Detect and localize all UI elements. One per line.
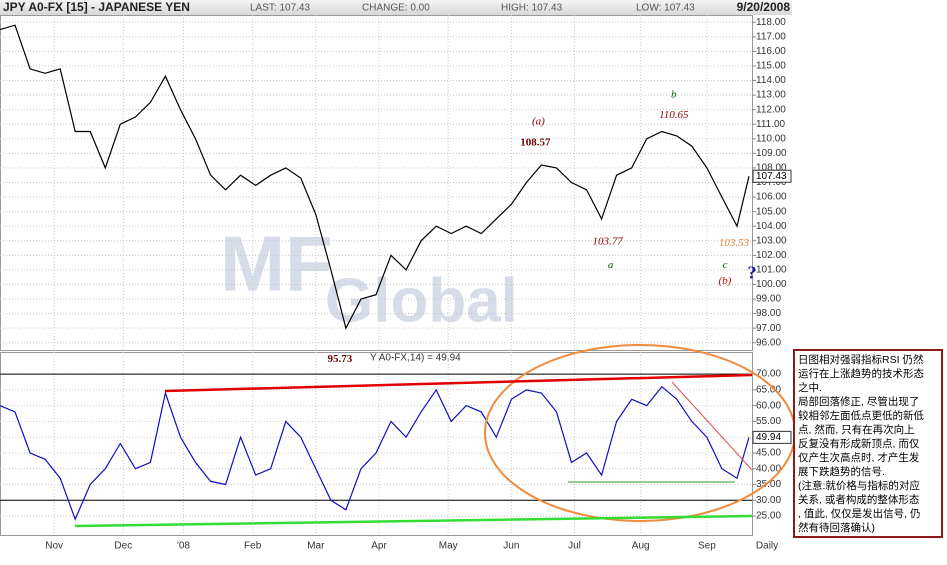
note-line: 关系, 或者构成的整体形态 (798, 494, 920, 506)
y-tick-label: 111.00 (756, 119, 786, 130)
last-value-label: 107.43 (756, 171, 787, 182)
last-value-label: 49.94 (756, 432, 781, 443)
y-tick-label: 104.00 (756, 221, 787, 232)
x-tick-label: May (439, 541, 458, 552)
note-line: 反复没有形成新顶点, 而仅 (798, 438, 920, 450)
y-tick-label: 100.00 (756, 279, 787, 290)
date: 9/20/2008 (737, 0, 791, 14)
y-tick-label: 102.00 (756, 250, 787, 261)
annotation: a (608, 259, 614, 271)
x-tick-label: Daily (756, 541, 778, 552)
note-line: 点, 然而, 只有在再次向上 (798, 424, 915, 436)
y-tick-label: 101.00 (756, 265, 787, 276)
y-tick-label: 116.00 (756, 46, 786, 57)
x-tick-label: Mar (307, 541, 325, 552)
annotation: c (722, 259, 727, 271)
x-tick-label: Jun (503, 541, 519, 552)
y-tick-label: 55.00 (756, 416, 781, 427)
rsi-frame (0, 352, 753, 536)
header-bar (0, 0, 792, 15)
y-tick-label: 108.00 (756, 163, 787, 174)
y-tick-label: 40.00 (756, 463, 781, 474)
y-tick-label: 114.00 (756, 75, 786, 86)
high: HIGH: 107.43 (501, 3, 563, 14)
x-tick-label: Nov (45, 541, 63, 552)
note-line: 较相邻左面低点更低的新低 (798, 410, 924, 422)
y-tick-label: 30.00 (756, 495, 781, 506)
x-tick-label: Jul (568, 541, 581, 552)
y-tick-label: 117.00 (756, 31, 786, 42)
note-line: 然有待回落确认) (798, 522, 875, 534)
y-tick-label: 35.00 (756, 479, 781, 490)
layers: 96.00 97.00 98.00 99.00 100.00 101.00 102.00 10… (0, 15, 792, 552)
annotation: 103.77 (592, 236, 623, 248)
y-tick-label: 98.00 (756, 308, 781, 319)
y-tick-label: 97.00 (756, 323, 781, 334)
x-tick-label: Dec (114, 541, 132, 552)
y-tick-label: 113.00 (756, 90, 786, 101)
note-line: 仅产生次高点时, 才产生发 (798, 452, 920, 464)
note-line: 运行在上涨趋势的技术形态 (798, 368, 924, 380)
series-line (0, 385, 750, 521)
y-tick-label: 96.00 (756, 337, 781, 348)
low: LOW: 107.43 (636, 3, 695, 14)
annotation: 110.65 (659, 109, 689, 121)
series-line (0, 24, 750, 330)
watermark: MF (220, 220, 333, 308)
y-tick-label: 115.00 (756, 61, 786, 72)
y-tick-label: 99.00 (756, 294, 781, 305)
x-tick-label: Feb (244, 541, 262, 552)
annotation: 95.73 (328, 353, 353, 365)
annotation: 103.53 (719, 237, 750, 249)
trend-line-top (164, 373, 753, 393)
highlight-ellipse (484, 344, 796, 522)
x-tick-label: Aug (632, 541, 650, 552)
change: CHANGE: 0.00 (362, 3, 430, 14)
y-tick-label: 25.00 (756, 511, 781, 522)
watermark: Global (325, 266, 518, 335)
note-line: 之中. (798, 382, 822, 394)
last-value-box (752, 430, 792, 444)
last-value-box (752, 169, 792, 183)
symbol: JPY A0-FX [15] - JAPANESE YEN (3, 0, 190, 14)
y-tick-label: 118.00 (756, 17, 786, 28)
annotation: 108.57 (520, 137, 551, 149)
x-tick-label: Apr (371, 541, 387, 552)
annotation: ? (748, 262, 757, 282)
y-tick-label: 109.00 (756, 148, 787, 159)
annotation: b (671, 89, 677, 101)
x-tick-label: '08 (177, 541, 190, 552)
last: LAST: 107.43 (250, 3, 310, 14)
y-tick-label: 45.00 (756, 448, 781, 459)
y-tick-label: 105.00 (756, 206, 787, 217)
y-tick-label: 65.00 (756, 385, 781, 396)
note-box: 日图相对强弱指标RSI 仍然 运行在上涨趋势的技术形态 之中. 局部回落修正, 尽管出… (793, 349, 943, 538)
trend-line-down (671, 381, 753, 471)
note-line: 日图相对强弱指标RSI 仍然 (798, 354, 924, 366)
y-tick-label: 70.00 (756, 369, 781, 380)
note-line: , 值此, 仅仅是发出信号, 仍 (798, 508, 921, 520)
rsi-title: Y A0-FX,14) = 49.94 (370, 353, 461, 364)
y-tick-label: 103.00 (756, 235, 787, 246)
note-line: (注意:就价格与指标的对应 (798, 480, 920, 492)
y-tick-label: 106.00 (756, 192, 787, 203)
annotation: (a) (532, 116, 545, 128)
note-line: 局部回落修正, 尽管出现了 (798, 396, 920, 408)
x-tick-label: Sep (698, 541, 716, 552)
y-tick-label: 110.00 (756, 133, 786, 144)
y-tick-label: 112.00 (756, 104, 786, 115)
annotation: (b) (719, 275, 732, 287)
y-tick-label: 60.00 (756, 400, 781, 411)
note-line: 展下跌趋势的信号. (798, 466, 885, 478)
trend-line-bottom (74, 514, 753, 528)
